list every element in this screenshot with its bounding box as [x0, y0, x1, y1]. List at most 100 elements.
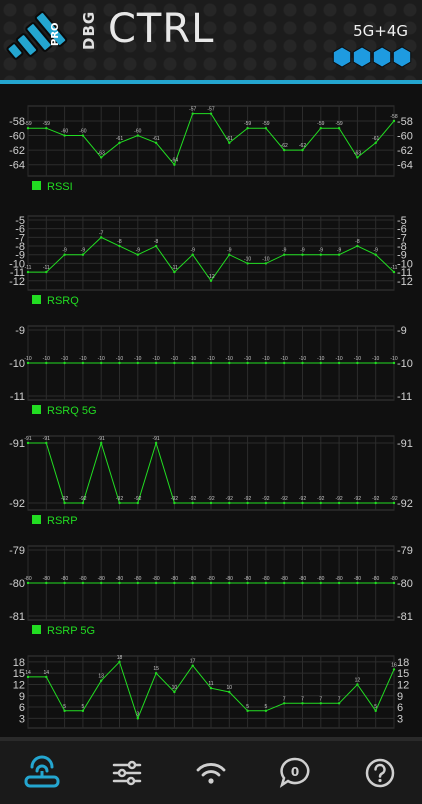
y-tick-label-left: -10	[9, 258, 25, 270]
nav-router-button[interactable]	[21, 752, 63, 794]
nav-help-button[interactable]	[359, 752, 401, 794]
data-label: 18	[117, 655, 123, 661]
data-label: -80	[335, 576, 342, 582]
data-label: -9	[300, 248, 305, 254]
data-point	[26, 441, 30, 445]
legend-swatch	[32, 295, 41, 304]
data-label: -80	[152, 576, 159, 582]
data-point	[356, 244, 359, 248]
data-label: -10	[372, 356, 379, 362]
data-point	[228, 690, 231, 694]
data-point	[356, 156, 359, 159]
y-tick-label-right: 6	[397, 702, 403, 714]
y-tick-label-right: -9	[397, 325, 407, 337]
data-point	[374, 501, 377, 505]
nav-settings-button[interactable]	[106, 752, 148, 794]
data-point	[81, 361, 85, 365]
data-label: -10	[98, 356, 105, 362]
data-point	[154, 141, 158, 145]
data-label: 5	[265, 704, 268, 710]
data-label: 17	[190, 659, 196, 665]
data-point	[173, 270, 176, 274]
data-label: -59	[317, 121, 324, 127]
y-tick-label-left: -8	[15, 241, 25, 253]
data-point	[63, 361, 66, 365]
y-tick-label-right: -10	[397, 358, 413, 370]
data-label: -12	[207, 274, 214, 280]
signal-bars-logo-icon: PRO	[6, 11, 68, 60]
data-point	[264, 361, 268, 365]
data-point	[191, 361, 194, 365]
data-label: -91	[24, 436, 31, 442]
data-point	[173, 581, 176, 585]
pro-badge: PRO	[50, 22, 61, 46]
data-label: -60	[134, 129, 141, 135]
data-point	[45, 675, 48, 679]
data-label: -10	[281, 356, 288, 362]
data-point	[228, 361, 231, 365]
data-label: -10	[24, 356, 31, 362]
y-tick-label-left: -60	[9, 131, 25, 143]
y-tick-label-right: -58	[397, 116, 413, 128]
data-label: 7	[319, 696, 322, 702]
y-tick-label-left: -64	[9, 160, 25, 172]
data-label: 5	[82, 704, 85, 710]
y-tick-label-left: -80	[9, 578, 25, 590]
data-point	[209, 112, 213, 115]
chart-rsrp-5g: -79 -79-80 -80-81 -81-80 -80 -80 -80 -80 -80 -80-…	[9, 545, 413, 637]
nav-messages-button[interactable]: 0	[274, 752, 316, 794]
data-label: -80	[79, 576, 86, 582]
data-point	[136, 501, 139, 505]
data-label: -11	[171, 265, 178, 271]
data-point	[173, 361, 176, 365]
data-point	[319, 702, 322, 705]
data-label: -80	[61, 576, 68, 582]
data-point	[45, 441, 48, 445]
data-point	[374, 253, 377, 256]
y-tick-label-left: -9	[15, 325, 25, 337]
data-point	[100, 581, 103, 585]
data-point	[228, 253, 231, 256]
nav-wifi-button[interactable]	[190, 752, 232, 794]
data-label: -57	[189, 107, 196, 113]
data-point	[191, 581, 194, 585]
y-tick-label-right: -91	[397, 438, 413, 450]
y-tick-label-left: -5	[15, 215, 25, 227]
data-point	[319, 253, 322, 256]
y-tick-label-left: -58	[9, 116, 25, 128]
data-label: 3	[136, 711, 139, 717]
data-point	[228, 501, 231, 505]
data-label: -91	[98, 436, 105, 442]
legend-swatch	[32, 625, 41, 634]
data-label: -91	[152, 436, 159, 442]
data-point	[228, 581, 231, 585]
data-label: -92	[281, 496, 288, 502]
data-point	[209, 687, 213, 690]
data-label: -11	[25, 265, 32, 271]
data-label: -92	[390, 496, 397, 502]
data-point	[356, 683, 359, 686]
data-label: -62	[299, 143, 306, 149]
data-label: -59	[244, 121, 251, 127]
signal-hex-4	[392, 46, 412, 68]
data-point	[337, 361, 341, 365]
y-tick-label-right: -92	[397, 498, 413, 510]
data-label: -9	[190, 248, 195, 254]
data-label: -92	[244, 496, 251, 502]
data-label: -80	[226, 576, 233, 582]
data-label: -10	[189, 356, 196, 362]
y-tick-label-right: 3	[397, 713, 403, 725]
data-label: -60	[61, 129, 68, 135]
data-point	[264, 127, 268, 130]
data-point	[374, 581, 377, 585]
data-point	[283, 702, 286, 705]
data-point	[191, 112, 194, 115]
data-point	[392, 668, 396, 671]
data-label: -80	[43, 576, 50, 582]
y-tick-label-left: 12	[13, 679, 25, 691]
data-label: -9	[62, 248, 67, 254]
data-label: 5	[374, 704, 377, 710]
y-tick-label-left: -62	[9, 145, 25, 157]
data-label: 7	[283, 696, 286, 702]
y-tick-label-right: -6	[397, 224, 407, 236]
